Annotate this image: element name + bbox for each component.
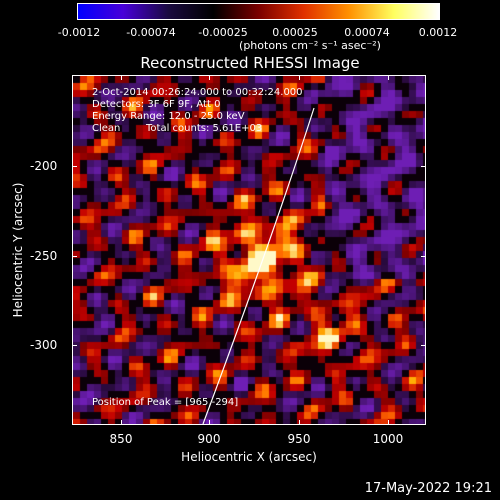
- y-tick-mark: [421, 256, 426, 257]
- x-tick-mark: [388, 420, 389, 425]
- colorbar-tick: -0.00074: [126, 26, 176, 39]
- energy-range-label: Energy Range: 12.0 - 25.0 keV: [92, 111, 245, 122]
- algorithm-label: Clean: [92, 123, 121, 134]
- x-tick-label: 950: [287, 432, 311, 446]
- x-tick-label: 1000: [372, 432, 404, 446]
- x-tick-label: 850: [109, 432, 133, 446]
- colorbar-tick: 0.0012: [418, 26, 458, 39]
- time-range-label: 2-Oct-2014 00:26:24.000 to 00:32:24.000: [92, 87, 303, 98]
- solar-limb-overlay: [202, 107, 315, 424]
- total-counts-label: Total counts: 5.61E+03: [146, 123, 263, 134]
- y-tick-mark: [72, 345, 77, 346]
- x-tick-mark: [209, 420, 210, 425]
- image-plot: [72, 75, 426, 425]
- x-tick-mark: [299, 420, 300, 425]
- x-tick-mark: [121, 75, 122, 80]
- x-tick-mark: [209, 75, 210, 80]
- x-tick-mark: [121, 420, 122, 425]
- y-tick-label: -300: [30, 338, 58, 352]
- x-tick-mark: [299, 75, 300, 80]
- colorbar-tick: -0.0012: [57, 26, 101, 39]
- colorbar-tick: 0.00074: [344, 26, 390, 39]
- x-axis-label: Heliocentric X (arcsec): [181, 450, 317, 464]
- colorbar: [77, 3, 440, 20]
- y-tick-mark: [421, 345, 426, 346]
- y-tick-mark: [72, 166, 77, 167]
- footer-date: 17-May-2022 19:21: [364, 481, 492, 496]
- plot-title: Reconstructed RHESSI Image: [140, 54, 360, 72]
- colorbar-tick: -0.00025: [198, 26, 248, 39]
- detectors-label: Detectors: 3F 6F 9F, Att 0: [92, 99, 221, 110]
- y-axis-label: Heliocentric Y (arcsec): [11, 182, 25, 318]
- colorbar-tick: 0.00025: [272, 26, 318, 39]
- y-tick-label: -200: [30, 159, 58, 173]
- heatmap-image: [73, 76, 425, 424]
- x-tick-label: 900: [197, 432, 221, 446]
- solar-limb-line: [202, 107, 315, 424]
- y-tick-mark: [421, 166, 426, 167]
- y-tick-mark: [72, 256, 77, 257]
- peak-position-label: Position of Peak = [965,-294]: [92, 397, 239, 408]
- y-tick-label: -250: [30, 249, 58, 263]
- x-tick-mark: [388, 75, 389, 80]
- colorbar-unit-label: (photons cm⁻² s⁻¹ asec⁻²): [239, 39, 381, 52]
